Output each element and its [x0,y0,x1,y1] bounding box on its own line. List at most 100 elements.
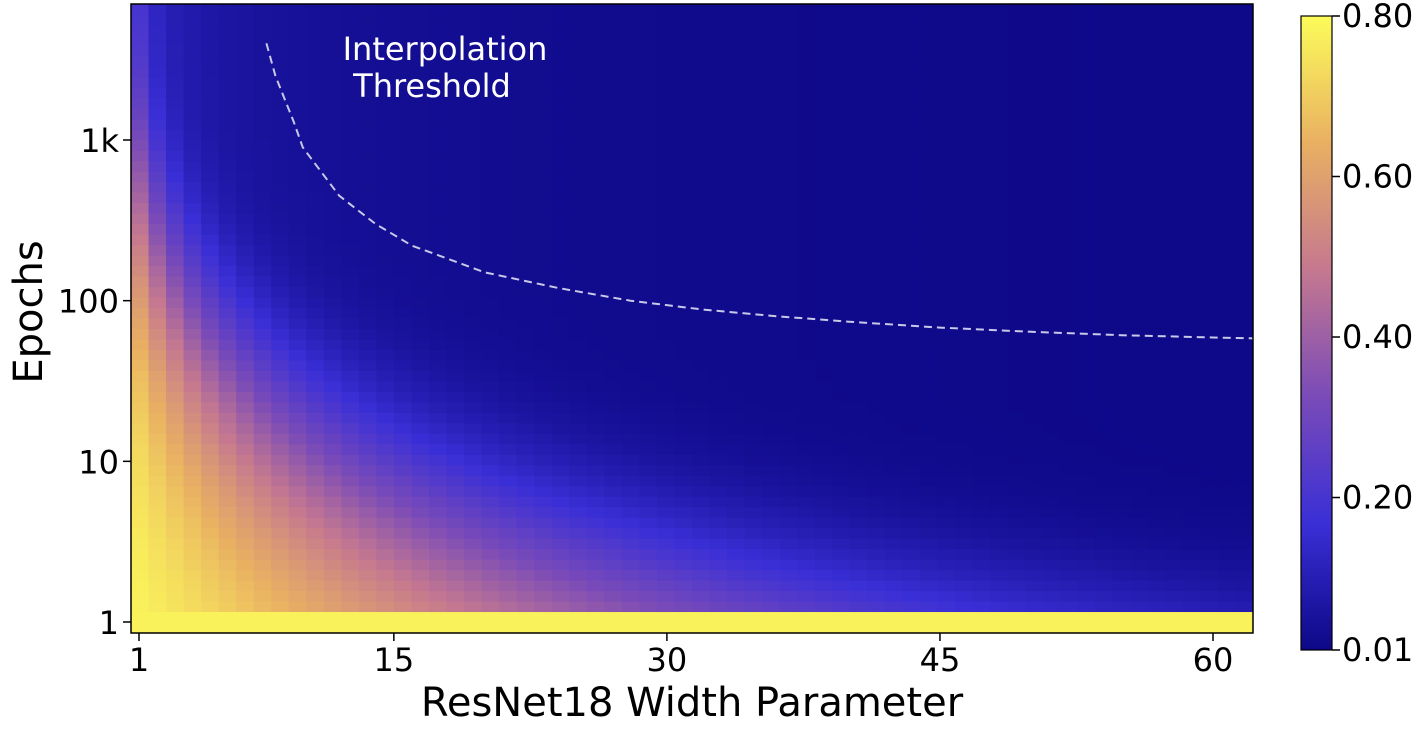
heatmap-cell [621,559,641,571]
heatmap-cell [990,601,1009,613]
heatmap-cell [656,255,676,267]
heatmap-cell [990,297,1009,309]
heatmap-cell [849,255,868,267]
heatmap-cell [1042,98,1061,110]
heatmap-cell [709,444,728,456]
heatmap-cell [797,35,816,47]
heatmap-cell [709,56,728,68]
heatmap-cell [1200,108,1219,120]
heatmap-cell [1235,87,1253,99]
heatmap-cell [639,612,658,624]
heatmap-cell [236,182,255,194]
heatmap-cell [656,276,676,288]
heatmap-cell [902,287,921,299]
heatmap-cell [1217,465,1237,477]
heatmap-cell [727,517,746,529]
heatmap-cell [954,87,974,99]
heatmap-cell [990,360,1009,372]
heatmap-cell [1007,77,1026,89]
heatmap-cell [1060,77,1079,89]
heatmap-cell [639,266,658,278]
heatmap-cell [867,486,886,498]
heatmap-cell [604,119,623,131]
heatmap-cell [288,192,307,204]
heatmap-cell [411,339,430,351]
heatmap-cell [639,538,658,550]
heatmap-cell [341,423,360,435]
heatmap-cell [131,318,150,330]
heatmap-cell [814,475,833,487]
heatmap-cell [429,234,448,246]
heatmap-cell [218,150,237,162]
heatmap-cell [709,486,728,498]
heatmap-cell [849,601,868,613]
heatmap-cell [1025,580,1044,592]
heatmap-cell [1025,213,1044,225]
interpolation-threshold-line [265,43,1253,340]
heatmap-cell [1060,475,1079,487]
heatmap-cell [762,14,781,26]
heatmap-cell [1182,370,1202,382]
heatmap-cell [148,98,167,110]
heatmap-cell [499,45,518,58]
heatmap-cell [481,276,500,288]
heatmap-cell [1060,192,1079,204]
heatmap-cell [797,108,816,120]
heatmap-cell [253,14,272,26]
heatmap-cell [674,308,693,320]
heatmap-cell [797,559,816,571]
heatmap-cell [1165,370,1184,382]
heatmap-cell [569,570,588,582]
heatmap-cell [183,381,202,393]
heatmap-cell [849,391,868,403]
heatmap-cell [148,297,167,309]
heatmap-cell [692,622,711,633]
heatmap-cell [288,14,307,26]
heatmap-cell [323,276,342,288]
heatmap-cell [692,266,711,278]
heatmap-cell [902,339,921,351]
heatmap-cell [358,234,378,246]
heatmap-cell [1200,496,1219,508]
heatmap-cell [271,245,290,257]
heatmap-cell [867,412,886,424]
heatmap-cell [499,35,518,47]
heatmap-cell [376,140,395,152]
heatmap-cell [744,370,763,382]
heatmap-cell [148,308,167,320]
heatmap-cell [586,66,605,78]
heatmap-cell [1007,391,1026,403]
heatmap-cell [429,423,448,435]
heatmap-cell [972,287,991,299]
heatmap-cell [288,402,307,414]
heatmap-cell [779,559,798,571]
heatmap-cell [166,276,185,288]
heatmap-cell [902,192,921,204]
heatmap-cell [323,580,342,592]
heatmap-cell [1060,402,1079,414]
heatmap-cell [814,507,833,519]
heatmap-cell [867,559,886,571]
heatmap-cell [376,444,395,456]
heatmap-cell [709,517,728,529]
heatmap-cell [464,507,483,519]
heatmap-cell [1060,580,1079,592]
heatmap-cell [884,297,903,309]
heatmap-cell [990,87,1009,99]
heatmap-cell [902,349,921,362]
heatmap-cell [902,360,921,372]
heatmap-cell [1042,255,1061,267]
heatmap-cell [727,255,746,267]
heatmap-cell [709,24,728,37]
heatmap-cell [867,255,886,267]
heatmap-cell [849,35,868,47]
heatmap-cell [832,496,851,508]
heatmap-cell [446,77,465,89]
heatmap-cell [639,433,658,445]
heatmap-cell [797,496,816,508]
heatmap-cell [288,45,307,58]
heatmap-cell [148,601,167,613]
heatmap-cell [1077,475,1096,487]
heatmap-cell [166,192,185,204]
heatmap-cell [201,318,220,330]
